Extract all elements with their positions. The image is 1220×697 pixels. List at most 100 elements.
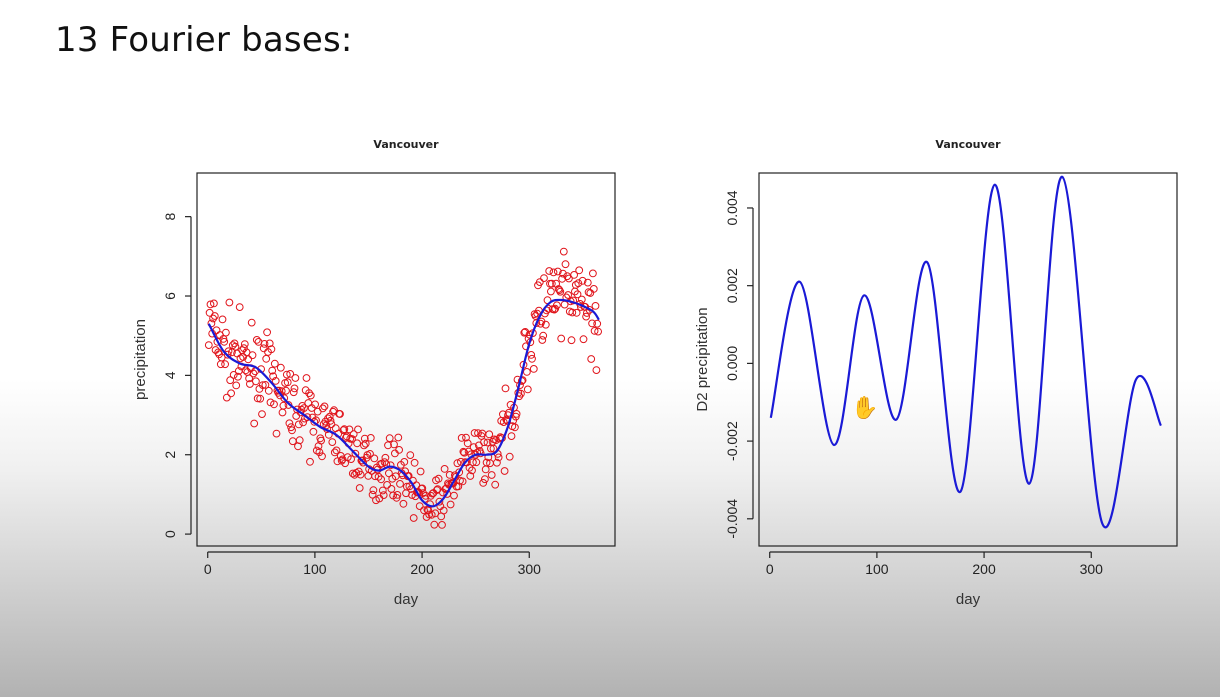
data-point bbox=[540, 274, 548, 283]
data-point bbox=[366, 434, 375, 442]
data-point bbox=[489, 444, 498, 453]
data-point bbox=[427, 491, 435, 500]
data-point bbox=[240, 344, 248, 353]
data-point bbox=[396, 480, 404, 488]
data-point bbox=[589, 269, 597, 278]
data-point bbox=[480, 438, 488, 447]
data-point bbox=[292, 412, 301, 420]
data-point bbox=[454, 482, 463, 491]
data-point bbox=[370, 454, 379, 463]
data-point bbox=[440, 465, 449, 473]
data-point bbox=[276, 363, 285, 372]
data-point bbox=[483, 438, 492, 447]
data-point bbox=[300, 404, 308, 413]
data-point bbox=[330, 406, 338, 415]
series-line bbox=[207, 298, 600, 508]
data-point bbox=[368, 490, 377, 499]
data-point bbox=[501, 384, 510, 393]
data-point bbox=[409, 514, 418, 522]
series-line bbox=[769, 175, 1162, 529]
data-point bbox=[523, 368, 531, 376]
data-point bbox=[262, 354, 271, 363]
data-point bbox=[339, 426, 348, 435]
data-point bbox=[268, 366, 277, 375]
data-point bbox=[466, 472, 475, 480]
data-point bbox=[250, 419, 259, 428]
x-tick-label: 200 bbox=[410, 561, 434, 577]
data-point bbox=[235, 303, 244, 312]
data-point bbox=[374, 472, 383, 481]
data-point bbox=[252, 377, 260, 386]
data-point bbox=[394, 433, 403, 442]
data-point bbox=[206, 300, 215, 309]
hand-cursor-icon: ✋ bbox=[851, 396, 879, 421]
data-point bbox=[556, 287, 565, 296]
data-point bbox=[383, 481, 392, 489]
data-point bbox=[306, 457, 314, 466]
data-point bbox=[349, 430, 358, 439]
data-point bbox=[455, 468, 464, 477]
y-tick-label: 4 bbox=[162, 371, 178, 379]
data-point bbox=[573, 290, 582, 299]
data-point bbox=[570, 271, 578, 279]
data-point bbox=[535, 278, 544, 287]
data-point bbox=[220, 337, 229, 346]
data-point bbox=[485, 430, 494, 439]
data-point bbox=[311, 400, 320, 409]
data-point bbox=[279, 401, 288, 410]
data-point bbox=[549, 268, 558, 277]
data-point bbox=[305, 389, 314, 398]
data-point bbox=[318, 404, 327, 413]
data-point bbox=[472, 458, 481, 467]
chart-left-precipitation: Vancouver 0 100 200 300 day 0 2 4 6 8 precipitation bbox=[132, 138, 616, 608]
data-point bbox=[224, 347, 233, 356]
data-point bbox=[500, 467, 509, 475]
x-tick-label: 0 bbox=[204, 561, 212, 577]
data-point bbox=[263, 328, 272, 337]
data-point bbox=[258, 381, 267, 390]
data-point bbox=[385, 434, 394, 443]
data-point bbox=[271, 377, 280, 385]
data-point bbox=[270, 400, 278, 409]
data-point bbox=[469, 443, 478, 452]
data-point bbox=[400, 458, 409, 466]
data-point bbox=[360, 434, 369, 443]
data-point bbox=[391, 449, 399, 458]
x-axis-label: day bbox=[394, 591, 419, 608]
data-point bbox=[550, 305, 559, 314]
data-point bbox=[587, 355, 596, 363]
y-tick-label: -0.004 bbox=[724, 499, 740, 539]
data-point bbox=[204, 341, 213, 350]
data-point bbox=[267, 345, 276, 354]
data-point bbox=[574, 279, 583, 288]
data-point bbox=[264, 386, 273, 395]
data-point bbox=[453, 459, 462, 468]
data-point bbox=[568, 308, 577, 317]
data-point bbox=[354, 425, 362, 434]
x-tick-label: 100 bbox=[865, 561, 889, 577]
data-point bbox=[272, 429, 281, 438]
data-point bbox=[227, 389, 236, 398]
data-point bbox=[575, 266, 584, 275]
x-tick-label: 200 bbox=[972, 561, 996, 577]
data-point bbox=[430, 520, 439, 529]
y-tick-label: 6 bbox=[162, 292, 178, 300]
data-point bbox=[278, 408, 287, 417]
data-point bbox=[249, 369, 258, 378]
x-tick-label: 300 bbox=[518, 561, 542, 577]
data-point bbox=[209, 314, 218, 323]
data-point bbox=[511, 423, 519, 432]
data-point bbox=[384, 441, 392, 450]
y-tick-label: 0.004 bbox=[724, 190, 740, 225]
data-point bbox=[265, 339, 274, 348]
data-point bbox=[588, 319, 596, 328]
data-point bbox=[547, 279, 556, 288]
data-point bbox=[347, 455, 356, 464]
data-point bbox=[247, 318, 256, 327]
data-point bbox=[355, 484, 364, 492]
data-point bbox=[591, 302, 600, 310]
data-point bbox=[438, 521, 446, 529]
data-point bbox=[419, 489, 428, 498]
y-tick-label: 0 bbox=[162, 530, 178, 538]
data-point bbox=[521, 328, 530, 336]
